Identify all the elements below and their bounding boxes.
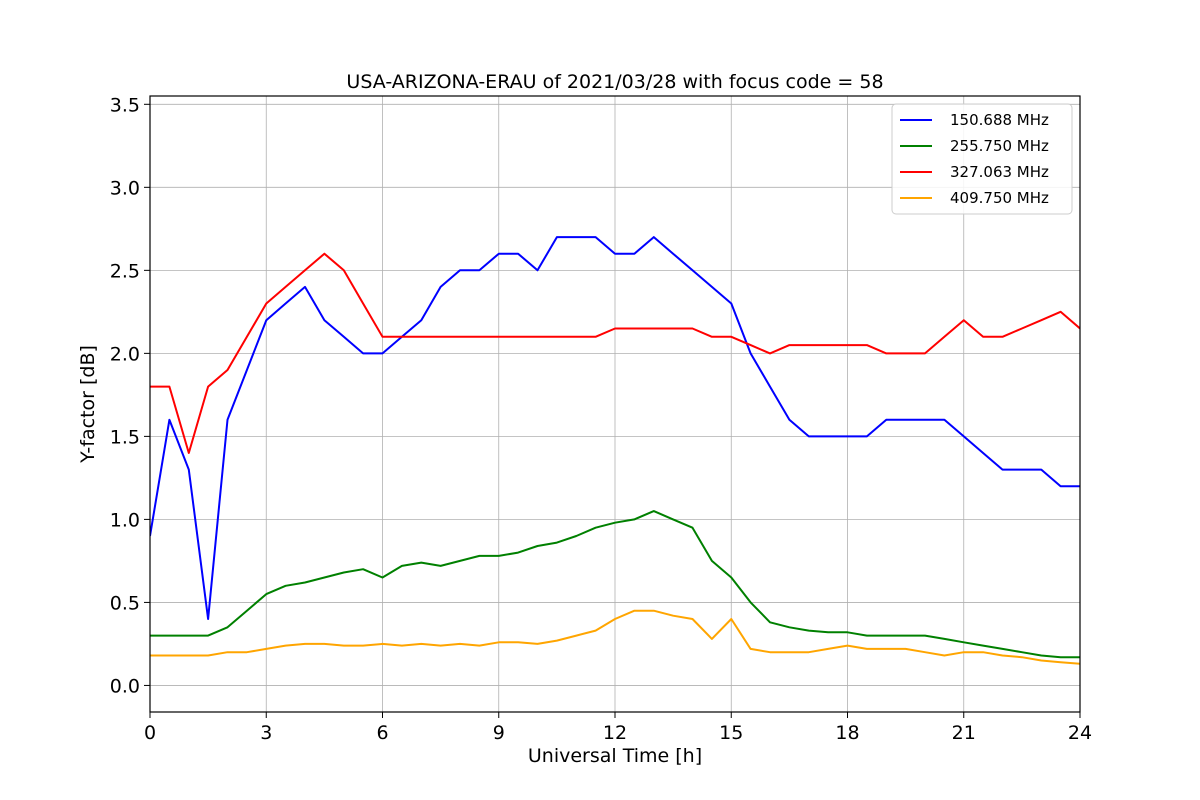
y-tick-label: 0.5: [110, 592, 140, 614]
x-tick-label: 18: [835, 722, 859, 744]
legend: 150.688 MHz 255.750 MHz 327.063 MHz 409.750…: [891, 103, 1073, 215]
x-tick-label: 3: [260, 722, 272, 744]
series-line: [150, 236, 1080, 620]
y-tick-label: 1.5: [110, 426, 140, 448]
legend-label: 150.688 MHz: [950, 111, 1049, 129]
legend-label: 255.750 MHz: [950, 137, 1049, 155]
x-tick-label: 24: [1068, 722, 1092, 744]
legend-label: 409.750 MHz: [950, 189, 1049, 207]
x-tick-label: 9: [493, 722, 505, 744]
y-tick-label: 3.0: [110, 177, 140, 199]
legend-label: 327.063 MHz: [950, 163, 1049, 181]
y-tick-label: 0.0: [110, 675, 140, 697]
y-axis-label: Y-factor [dB]: [77, 345, 99, 464]
x-tick-label: 15: [719, 722, 743, 744]
y-tick-label: 3.5: [110, 94, 140, 116]
y-tick-label: 1.0: [110, 509, 140, 531]
x-tick-label: 6: [376, 722, 388, 744]
x-tick-label: 12: [603, 722, 627, 744]
x-tick-label: 0: [144, 722, 156, 744]
series-line: [150, 510, 1080, 659]
series-line: [150, 609, 1080, 665]
series-lines: [150, 236, 1080, 665]
x-axis: 0 3 6 9 12 15 18 21 24: [144, 712, 1092, 744]
y-tick-label: 2.0: [110, 343, 140, 365]
x-axis-label: Universal Time [h]: [528, 745, 702, 767]
y-axis: 0.0 0.5 1.0 1.5 2.0 2.5 3.0 3.5: [110, 94, 150, 697]
chart-title: USA-ARIZONA-ERAU of 2021/03/28 with focu…: [346, 71, 883, 93]
y-tick-label: 2.5: [110, 260, 140, 282]
series-line: [150, 252, 1080, 454]
x-tick-label: 21: [952, 722, 976, 744]
legend-box: [891, 103, 1073, 215]
